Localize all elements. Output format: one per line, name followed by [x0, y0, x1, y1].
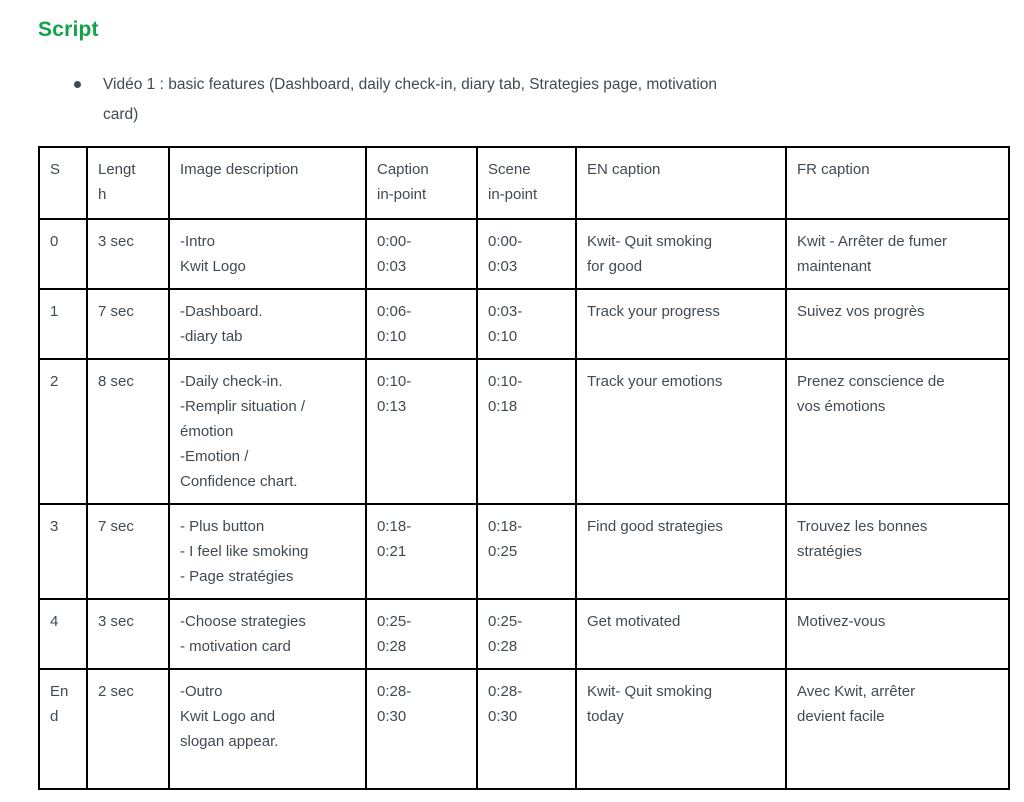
table-cell: -Intro Kwit Logo	[168, 218, 367, 290]
table-cell: Suivez vos progrès	[785, 288, 1010, 360]
column-header-length: Lengt h	[86, 146, 170, 220]
table-cell: 0:06- 0:10	[365, 288, 478, 360]
table-cell: Motivez-vous	[785, 598, 1010, 670]
table-cell: - Plus button - I feel like smoking - Pa…	[168, 503, 367, 600]
column-header-s: S	[38, 146, 88, 220]
column-header-scene-in-point: Scene in-point	[476, 146, 577, 220]
script-table: S Lengt h Image description Caption in-p…	[38, 146, 1010, 790]
table-header-row: S Lengt h Image description Caption in-p…	[38, 146, 1010, 220]
table-cell: 0:25- 0:28	[476, 598, 577, 670]
table-cell: 0:18- 0:25	[476, 503, 577, 600]
table-cell: 0:18- 0:21	[365, 503, 478, 600]
table-cell: Get motivated	[575, 598, 787, 670]
table-cell: 0	[38, 218, 88, 290]
list-item: Vidéo 1 : basic features (Dashboard, dai…	[74, 70, 1010, 130]
table-row: 2 8 sec -Daily check-in. -Remplir situat…	[38, 358, 1010, 505]
table-cell: Track your progress	[575, 288, 787, 360]
script-heading: Script	[38, 18, 99, 41]
table-cell: Kwit- Quit smoking for good	[575, 218, 787, 290]
table-row: En d 2 sec -Outro Kwit Logo and slogan a…	[38, 668, 1010, 790]
column-header-en-caption: EN caption	[575, 146, 787, 220]
table-cell: Trouvez les bonnes stratégies	[785, 503, 1010, 600]
table-cell: 0:00- 0:03	[476, 218, 577, 290]
bullet-dot-icon	[74, 81, 81, 88]
table-cell: Kwit- Quit smoking today	[575, 668, 787, 790]
table-row: 1 7 sec -Dashboard. -diary tab 0:06- 0:1…	[38, 288, 1010, 360]
table-cell: En d	[38, 668, 88, 790]
table-cell: Prenez conscience de vos émotions	[785, 358, 1010, 505]
table-cell: 0:10- 0:13	[365, 358, 478, 505]
table-cell: 2 sec	[86, 668, 170, 790]
table-row: 4 3 sec -Choose strategies - motivation …	[38, 598, 1010, 670]
table-cell: 3	[38, 503, 88, 600]
table-cell: 4	[38, 598, 88, 670]
column-header-image-description: Image description	[168, 146, 367, 220]
table-cell: -Dashboard. -diary tab	[168, 288, 367, 360]
table-cell: 0:10- 0:18	[476, 358, 577, 505]
table-cell: 3 sec	[86, 598, 170, 670]
table-cell: 0:25- 0:28	[365, 598, 478, 670]
table-cell: Avec Kwit, arrêter devient facile	[785, 668, 1010, 790]
bullet-list: Vidéo 1 : basic features (Dashboard, dai…	[38, 70, 1010, 130]
table-cell: 3 sec	[86, 218, 170, 290]
column-header-fr-caption: FR caption	[785, 146, 1010, 220]
table-cell: Find good strategies	[575, 503, 787, 600]
table-cell: 0:28- 0:30	[476, 668, 577, 790]
table-cell: -Choose strategies - motivation card	[168, 598, 367, 670]
table-cell: 0:28- 0:30	[365, 668, 478, 790]
table-cell: 7 sec	[86, 503, 170, 600]
table-row: 3 7 sec - Plus button - I feel like smok…	[38, 503, 1010, 600]
table-cell: -Daily check-in. -Remplir situation / ém…	[168, 358, 367, 505]
column-header-caption-in-point: Caption in-point	[365, 146, 478, 220]
video1-description: Vidéo 1 : basic features (Dashboard, dai…	[103, 76, 718, 123]
table-cell: 0:03- 0:10	[476, 288, 577, 360]
table-cell: Track your emotions	[575, 358, 787, 505]
table-cell: -Outro Kwit Logo and slogan appear.	[168, 668, 367, 790]
table-cell: 1	[38, 288, 88, 360]
table-cell: 0:00- 0:03	[365, 218, 478, 290]
table-cell: 8 sec	[86, 358, 170, 505]
table-cell: Kwit - Arrêter de fumer maintenant	[785, 218, 1010, 290]
table-cell: 2	[38, 358, 88, 505]
table-row: 0 3 sec -Intro Kwit Logo 0:00- 0:03 0:00…	[38, 218, 1010, 290]
table-cell: 7 sec	[86, 288, 170, 360]
